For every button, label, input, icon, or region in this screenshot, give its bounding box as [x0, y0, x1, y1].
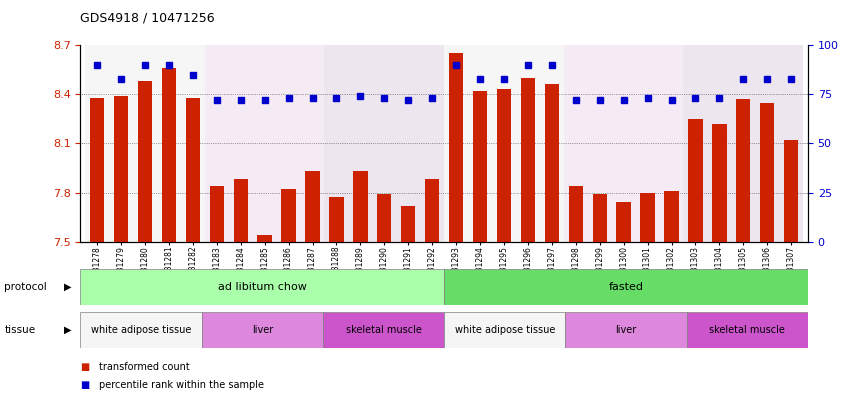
Bar: [521, 78, 535, 242]
Text: liver: liver: [251, 325, 273, 335]
Bar: [257, 235, 272, 242]
Bar: [684, 45, 803, 242]
Bar: [664, 191, 678, 242]
Bar: [760, 103, 774, 242]
Bar: [444, 45, 563, 242]
Bar: [80, 269, 444, 305]
Text: ■: ■: [80, 362, 90, 373]
Bar: [563, 45, 684, 242]
Bar: [282, 189, 296, 242]
Bar: [201, 312, 323, 348]
Bar: [592, 194, 607, 242]
Bar: [497, 89, 511, 242]
Bar: [329, 197, 343, 242]
Text: skeletal muscle: skeletal muscle: [345, 325, 421, 335]
Bar: [401, 206, 415, 242]
Bar: [90, 97, 104, 242]
Text: transformed count: transformed count: [99, 362, 190, 373]
Text: percentile rank within the sample: percentile rank within the sample: [99, 380, 264, 390]
Bar: [736, 99, 750, 242]
Bar: [569, 186, 583, 242]
Bar: [210, 186, 224, 242]
Text: tissue: tissue: [4, 325, 36, 335]
Bar: [712, 124, 727, 242]
Bar: [114, 96, 129, 242]
Bar: [640, 193, 655, 242]
Bar: [689, 119, 703, 242]
Text: protocol: protocol: [4, 282, 47, 292]
Bar: [444, 269, 808, 305]
Bar: [545, 84, 559, 242]
Bar: [138, 81, 152, 242]
Text: GDS4918 / 10471256: GDS4918 / 10471256: [80, 12, 215, 25]
Bar: [80, 312, 201, 348]
Bar: [565, 312, 687, 348]
Bar: [205, 45, 325, 242]
Bar: [305, 171, 320, 242]
Text: ▶: ▶: [64, 325, 72, 335]
Bar: [784, 140, 799, 242]
Text: ad libitum chow: ad libitum chow: [217, 282, 307, 292]
Bar: [233, 180, 248, 242]
Text: white adipose tissue: white adipose tissue: [454, 325, 555, 335]
Text: skeletal muscle: skeletal muscle: [709, 325, 785, 335]
Bar: [325, 45, 444, 242]
Bar: [617, 202, 631, 242]
Bar: [353, 171, 367, 242]
Bar: [473, 91, 487, 242]
Bar: [444, 312, 565, 348]
Bar: [449, 53, 464, 242]
Bar: [323, 312, 444, 348]
Bar: [185, 97, 200, 242]
Text: fasted: fasted: [608, 282, 644, 292]
Text: ▶: ▶: [64, 282, 72, 292]
Bar: [162, 68, 176, 242]
Text: white adipose tissue: white adipose tissue: [91, 325, 191, 335]
Bar: [377, 194, 392, 242]
Bar: [425, 180, 439, 242]
Bar: [687, 312, 808, 348]
Text: liver: liver: [615, 325, 637, 335]
Bar: [85, 45, 205, 242]
Text: ■: ■: [80, 380, 90, 390]
